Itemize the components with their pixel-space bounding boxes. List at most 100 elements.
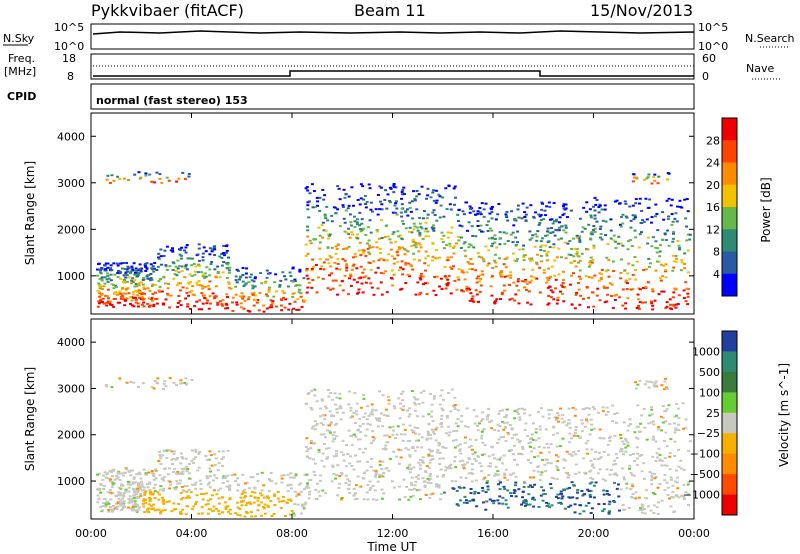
power-echo-cell	[578, 241, 582, 244]
power-echo-cell	[279, 304, 283, 307]
velocity-echo-cell	[439, 394, 443, 397]
power-echo-cell	[265, 307, 269, 310]
power-echo-cell	[241, 280, 245, 283]
velocity-echo-cell	[319, 422, 323, 425]
velocity-echo-cell	[319, 433, 323, 436]
power-echo-cell	[418, 233, 422, 236]
power-echo-cell	[142, 301, 146, 304]
power-echo-cell	[220, 252, 224, 255]
power-echo-cell	[116, 276, 120, 279]
velocity-echo-cell	[352, 468, 356, 471]
velocity-echo-cell	[116, 476, 120, 479]
power-echo-cell	[198, 264, 202, 267]
power-echo-cell	[680, 206, 684, 209]
power-echo-cell	[338, 198, 342, 201]
velocity-echo-cell	[227, 485, 231, 488]
power-echo-cell	[631, 180, 635, 183]
power-echo-cell	[542, 249, 546, 252]
velocity-echo-cell	[339, 418, 343, 421]
velocity-echo-cell	[111, 483, 115, 486]
power-echo-cell	[224, 307, 228, 310]
velocity-echo-cell	[619, 437, 623, 440]
velocity-echo-cell	[504, 503, 508, 506]
power-echo-cell	[153, 291, 157, 294]
power-echo-cell	[456, 276, 460, 279]
power-echo-cell	[567, 253, 571, 256]
power-echo-cell	[102, 302, 106, 305]
velocity-echo-cell	[473, 490, 477, 493]
power-echo-cell	[398, 234, 402, 237]
velocity-echo-cell	[675, 469, 679, 472]
velocity-echo-cell	[366, 422, 370, 425]
power-echo-cell	[130, 304, 134, 307]
power-echo-cell	[447, 274, 451, 277]
velocity-echo-cell	[186, 495, 190, 498]
power-echo-cell	[171, 268, 175, 271]
velocity-echo-cell	[602, 489, 606, 492]
power-echo-cell	[573, 260, 577, 263]
power-echo-cell	[171, 249, 175, 252]
velocity-echo-cell	[310, 408, 314, 411]
power-echo-cell	[465, 288, 469, 291]
velocity-echo-cell	[106, 491, 110, 494]
power-echo-cell	[554, 278, 558, 281]
power-echo-cell	[591, 291, 595, 294]
velocity-echo-cell	[473, 422, 477, 425]
velocity-echo-cell	[387, 395, 391, 398]
velocity-echo-cell	[179, 491, 183, 494]
power-echo-cell	[651, 308, 655, 311]
velocity-echo-cell	[480, 453, 484, 456]
power-colorbar-tick-label: 8	[713, 246, 720, 259]
power-echo-cell	[676, 239, 680, 242]
power-echo-cell	[376, 213, 380, 216]
velocity-echo-cell	[416, 398, 420, 401]
power-echo-cell	[304, 243, 308, 246]
power-echo-cell	[404, 249, 408, 252]
power-echo-cell	[369, 201, 373, 204]
velocity-echo-cell	[584, 504, 588, 507]
power-echo-cell	[423, 230, 427, 233]
power-echo-cell	[318, 241, 322, 244]
power-echo-cell	[522, 244, 526, 247]
power-echo-cell	[326, 219, 330, 222]
power-echo-cell	[344, 209, 348, 212]
velocity-echo-cell	[142, 489, 146, 492]
velocity-echo-cell	[675, 476, 679, 479]
power-echo-cell	[178, 253, 182, 256]
power-echo-cell	[193, 270, 197, 273]
velocity-echo-cell	[261, 506, 265, 509]
power-echo-cell	[460, 270, 464, 273]
power-echo-cell	[315, 204, 319, 207]
velocity-echo-cell	[485, 480, 489, 483]
power-echo-cell	[137, 272, 141, 275]
velocity-echo-cell	[503, 472, 507, 475]
power-echo-cell	[647, 257, 651, 260]
power-echo-cell	[578, 235, 582, 238]
power-echo-cell	[368, 252, 372, 255]
power-echo-cell	[411, 268, 415, 271]
power-echo-cell	[148, 173, 152, 176]
power-echo-cell	[612, 270, 616, 273]
velocity-echo-cell	[399, 407, 403, 410]
velocity-echo-cell	[417, 461, 421, 464]
velocity-echo-cell	[517, 413, 521, 416]
velocity-echo-cell	[539, 451, 543, 454]
power-echo-cell	[397, 269, 401, 272]
power-echo-cell	[613, 240, 617, 243]
velocity-echo-cell	[172, 381, 176, 384]
power-echo-cell	[624, 302, 628, 305]
power-echo-cell	[416, 281, 420, 284]
power-echo-cell	[632, 218, 636, 221]
power-echo-cell	[548, 275, 552, 278]
power-echo-cell	[162, 303, 166, 306]
power-echo-cell	[522, 254, 526, 257]
power-echo-cell	[222, 254, 226, 257]
power-echo-cell	[590, 276, 594, 279]
velocity-echo-cell	[185, 490, 189, 493]
power-echo-cell	[364, 202, 368, 205]
power-echo-cell	[644, 197, 648, 200]
power-echo-cell	[141, 292, 145, 295]
power-echo-cell	[250, 292, 254, 295]
power-echo-cell	[672, 291, 676, 294]
power-echo-cell	[404, 282, 408, 285]
